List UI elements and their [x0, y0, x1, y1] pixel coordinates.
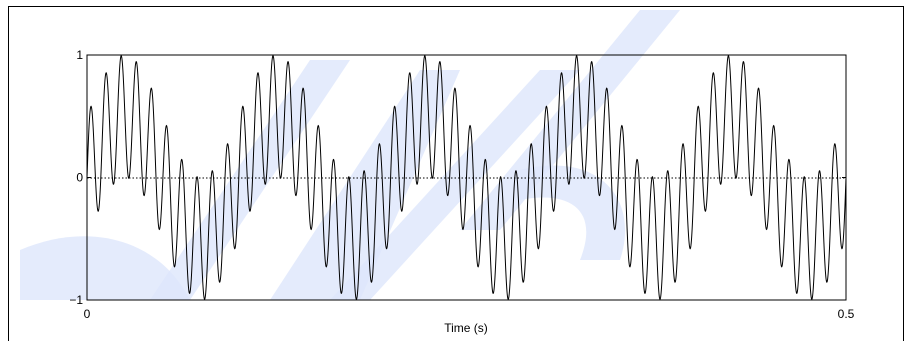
watermark-logo	[20, 10, 680, 300]
y-tick-label: 1	[76, 48, 83, 62]
y-tick-label: 0	[76, 171, 83, 185]
watermark-shape	[20, 236, 190, 300]
watermark-shape	[270, 70, 460, 300]
axis-ticks: 10−10 0.5	[69, 48, 854, 321]
y-tick-label: −1	[69, 293, 83, 307]
waveform-series-line	[86, 54, 847, 301]
x-tick-label: 0	[84, 307, 91, 321]
x-tick-label: 0.5	[838, 307, 855, 321]
watermark-shape	[330, 70, 580, 300]
x-axis-label: Time (s)	[444, 321, 488, 335]
